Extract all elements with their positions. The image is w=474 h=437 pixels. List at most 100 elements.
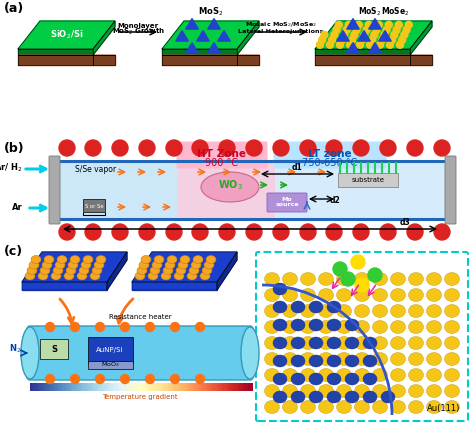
Bar (46, 383, 48, 391)
Ellipse shape (319, 305, 334, 318)
Bar (217, 383, 219, 391)
Circle shape (71, 375, 80, 384)
Ellipse shape (264, 305, 280, 318)
Ellipse shape (135, 272, 145, 280)
Circle shape (326, 140, 342, 156)
Text: SiO$_2$/Si: SiO$_2$/Si (50, 29, 83, 41)
Ellipse shape (327, 373, 341, 385)
Ellipse shape (301, 400, 316, 413)
Circle shape (341, 272, 355, 286)
Bar (121, 383, 124, 391)
Ellipse shape (345, 337, 359, 349)
Bar (128, 383, 130, 391)
Bar (150, 383, 153, 391)
Bar (338, 173, 398, 187)
Bar (237, 383, 239, 391)
Bar (170, 383, 173, 391)
Circle shape (355, 278, 369, 292)
Ellipse shape (427, 305, 441, 318)
Ellipse shape (345, 391, 359, 403)
Bar (88, 337, 133, 363)
Bar (85, 383, 88, 391)
Ellipse shape (409, 305, 423, 318)
Ellipse shape (363, 373, 377, 385)
Polygon shape (162, 21, 259, 49)
Circle shape (383, 26, 390, 33)
Ellipse shape (66, 267, 76, 274)
Text: (c): (c) (4, 245, 23, 258)
Ellipse shape (273, 301, 287, 313)
Ellipse shape (264, 353, 280, 365)
Ellipse shape (264, 288, 280, 302)
Ellipse shape (273, 337, 287, 349)
Circle shape (139, 224, 155, 240)
Bar (232, 383, 235, 391)
Circle shape (95, 375, 104, 384)
Circle shape (139, 140, 155, 156)
Ellipse shape (409, 368, 423, 382)
Ellipse shape (409, 385, 423, 398)
Text: MoO$_3$: MoO$_3$ (100, 361, 119, 369)
Bar (61, 383, 64, 391)
Bar (192, 383, 195, 391)
Ellipse shape (283, 368, 298, 382)
Circle shape (373, 26, 380, 33)
Bar (126, 383, 128, 391)
Bar (174, 383, 177, 391)
Ellipse shape (327, 301, 341, 313)
Bar (40, 339, 68, 359)
Polygon shape (18, 55, 93, 65)
Bar (137, 383, 139, 391)
Polygon shape (22, 252, 127, 282)
Ellipse shape (445, 336, 459, 350)
Ellipse shape (264, 368, 280, 382)
Ellipse shape (27, 267, 37, 274)
Polygon shape (315, 21, 432, 49)
Circle shape (246, 224, 262, 240)
Circle shape (395, 21, 402, 28)
Circle shape (369, 36, 376, 43)
Bar (197, 383, 200, 391)
Ellipse shape (83, 256, 93, 264)
Bar (203, 383, 206, 391)
Circle shape (391, 31, 398, 38)
Circle shape (405, 21, 412, 28)
Polygon shape (186, 19, 198, 29)
Ellipse shape (427, 320, 441, 333)
Bar (148, 383, 150, 391)
Circle shape (71, 323, 80, 332)
Bar (199, 383, 201, 391)
Ellipse shape (139, 261, 149, 269)
Polygon shape (237, 55, 259, 65)
Text: WO$_3$: WO$_3$ (218, 178, 243, 192)
FancyBboxPatch shape (176, 142, 267, 169)
Ellipse shape (283, 320, 298, 333)
Ellipse shape (355, 400, 370, 413)
Circle shape (46, 375, 55, 384)
Circle shape (166, 224, 182, 240)
Circle shape (399, 36, 406, 43)
Bar (112, 383, 115, 391)
Text: d2: d2 (330, 196, 341, 205)
Text: Lateral Heterojunctions: Lateral Heterojunctions (238, 29, 324, 34)
Ellipse shape (38, 272, 48, 280)
Bar (164, 383, 166, 391)
Bar (130, 383, 133, 391)
Polygon shape (218, 31, 230, 41)
Ellipse shape (355, 368, 370, 382)
Ellipse shape (337, 385, 352, 398)
Ellipse shape (273, 283, 287, 295)
Text: Mo
source: Mo source (275, 197, 299, 208)
Ellipse shape (319, 336, 334, 350)
Circle shape (407, 140, 423, 156)
Circle shape (434, 224, 450, 240)
Circle shape (351, 31, 358, 38)
Circle shape (381, 31, 388, 38)
Circle shape (351, 255, 365, 269)
Polygon shape (379, 31, 392, 41)
Ellipse shape (319, 353, 334, 365)
Bar (208, 383, 210, 391)
Bar (179, 383, 182, 391)
Ellipse shape (373, 288, 388, 302)
Ellipse shape (200, 272, 210, 280)
